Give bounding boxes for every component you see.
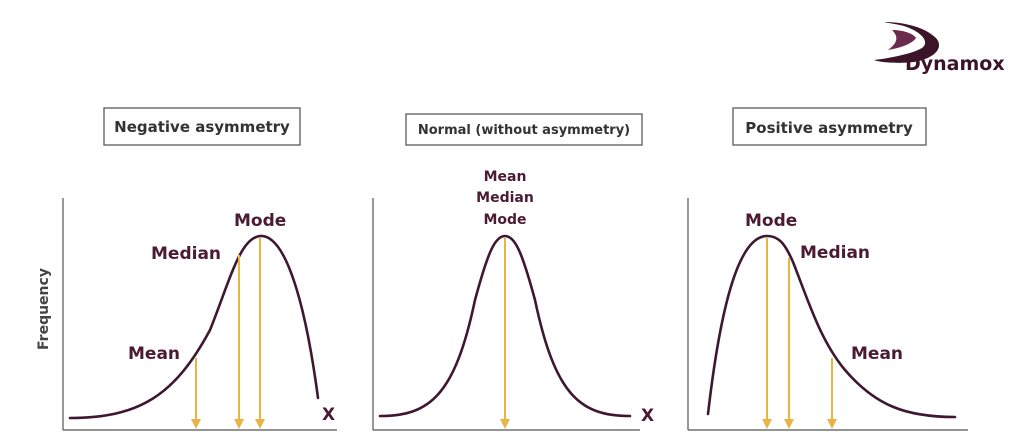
mean-label: Mean xyxy=(851,344,903,364)
panel-negative: Negative asymmetry Mean Median Mode X xyxy=(62,107,337,431)
mode-label: Mode xyxy=(483,212,526,228)
panel-normal: Normal (without asymmetry) Mean Median M… xyxy=(372,113,654,431)
panel-title: Positive asymmetry xyxy=(745,119,913,137)
brand-name: Dynamox xyxy=(905,53,1005,75)
x-axis-letter: X xyxy=(322,405,335,425)
axes xyxy=(62,198,337,431)
mean-label: Mean xyxy=(484,169,527,185)
mode-label: Mode xyxy=(234,211,286,231)
axes xyxy=(687,198,968,431)
distribution-curve xyxy=(706,234,957,419)
panel-title: Negative asymmetry xyxy=(114,118,290,136)
mode-label: Mode xyxy=(745,211,797,231)
dynamox-swoosh-icon xyxy=(874,22,940,63)
median-label: Median xyxy=(800,243,870,263)
x-axis-letter: X xyxy=(641,406,654,426)
brand-logo: Dynamox xyxy=(874,22,1005,75)
panel-title-box: Normal (without asymmetry) xyxy=(405,113,643,146)
panel-title: Normal (without asymmetry) xyxy=(418,123,630,138)
median-label: Median xyxy=(476,190,534,206)
panel-positive: Positive asymmetry Mode Median Mean xyxy=(687,107,968,431)
median-label: Median xyxy=(151,244,221,264)
distribution-curve xyxy=(378,234,632,418)
panel-title-box: Positive asymmetry xyxy=(732,107,927,146)
axes xyxy=(372,198,640,431)
panel-title-box: Negative asymmetry xyxy=(103,107,301,146)
y-axis-label: Frequency xyxy=(36,268,52,350)
distribution-curve xyxy=(68,234,320,420)
mean-label: Mean xyxy=(128,344,180,364)
